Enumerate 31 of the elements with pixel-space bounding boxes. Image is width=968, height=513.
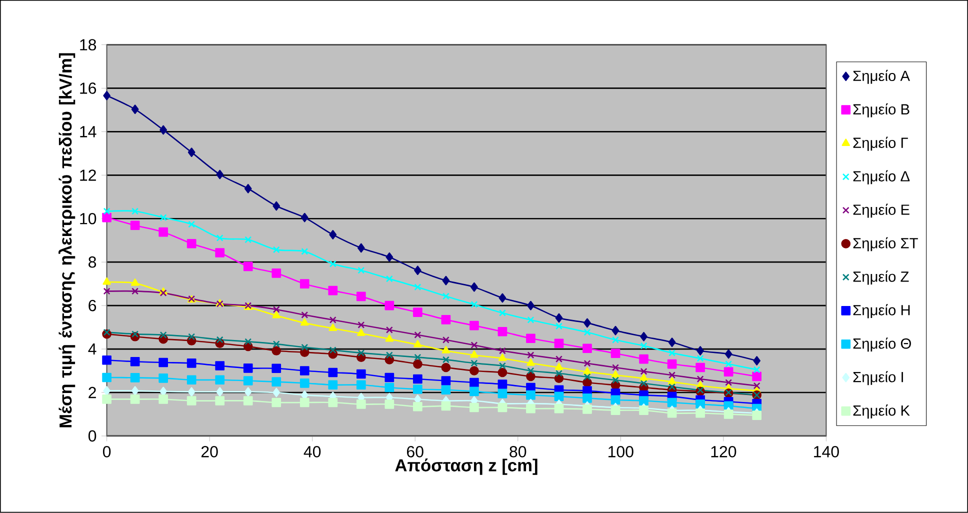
legend-label: Σημείο Ε [853, 204, 910, 218]
legend-label: Σημείο Γ [853, 136, 908, 151]
y-tick-label: 4 [88, 344, 96, 355]
x-tick-label: 80 [510, 446, 526, 458]
legend-label: Σημείο Θ [853, 338, 911, 352]
y-tick-label: 14 [80, 126, 96, 138]
y-tick-label: 2 [88, 387, 96, 398]
y-tick-label: 0 [88, 430, 96, 442]
x-tick-label: 20 [201, 446, 218, 458]
legend-label: Σημείο Κ [853, 404, 910, 419]
legend-label: Σημείο Δ [853, 170, 910, 184]
x-tick-label: 140 [814, 446, 839, 458]
x-tick-label: 0 [102, 446, 111, 458]
legend-label: Σημείο Β [853, 103, 910, 118]
y-tick-label: 16 [80, 82, 96, 94]
x-tick-label: 100 [608, 446, 634, 458]
x-tick-label: 40 [304, 446, 321, 458]
x-tick-label: 60 [407, 446, 424, 458]
y-axis-title: Μέση τιμή έντασης ηλεκτρικού πεδίου [kV/m] [58, 53, 76, 428]
y-tick-label: 12 [80, 170, 96, 181]
y-tick-label: 6 [88, 300, 96, 312]
legend-label: Σημείο Ι [853, 371, 903, 386]
x-axis-title: Απόσταση z [cm] [395, 458, 538, 475]
y-tick-label: 8 [88, 256, 96, 268]
legend-label: Σημείο Α [853, 70, 910, 84]
legend-label: Σημείο ΣΤ [853, 237, 918, 252]
y-tick-label: 10 [80, 213, 96, 224]
legend-label: Σημείο Ζ [853, 270, 909, 285]
legend-label: Σημείο Η [853, 304, 910, 318]
x-tick-label: 120 [711, 446, 736, 458]
y-tick-label: 18 [80, 39, 96, 51]
